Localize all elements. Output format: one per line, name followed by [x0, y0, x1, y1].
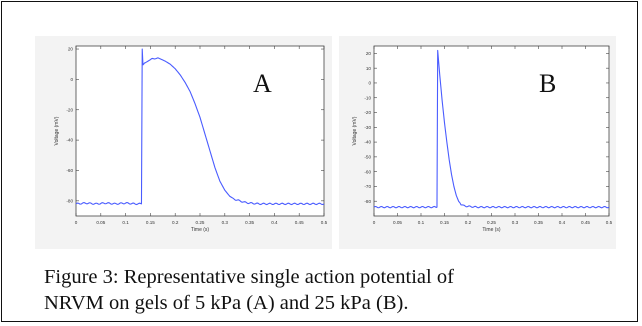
- x-tick-label: 0.15: [440, 220, 449, 225]
- x-tick-label: 0.25: [196, 220, 205, 225]
- x-tick-label: 0.05: [96, 220, 105, 225]
- x-tick-label: 0.45: [295, 220, 304, 225]
- y-tick-label: -20: [364, 110, 371, 115]
- caption-line-2: NRVM on gels of 5 kPa (A) and 25 kPa (B)…: [44, 292, 409, 314]
- x-tick-label: 0.3: [512, 220, 519, 225]
- x-tick-label: 0.15: [146, 220, 155, 225]
- y-tick-label: -50: [364, 154, 371, 159]
- y-tick-label: 0: [70, 77, 73, 82]
- y-tick-label: -20: [66, 107, 73, 112]
- y-tick-label: 10: [366, 66, 372, 71]
- y-tick-label: 20: [68, 47, 74, 52]
- chart-a: 0 0.05 0.1 0.15 0.2 0.25 0.3 0.35 0.4 0.45 0.5 -80 -…: [54, 45, 328, 233]
- panel-b: 0 0.05 0.1 0.15 0.2 0.25 0.3 0.35 0.4 0.45 0.5 -80 -…: [339, 36, 616, 249]
- x-tick-label: 0.5: [321, 220, 328, 225]
- x-tick-label: 0.1: [418, 220, 425, 225]
- x-tick-label: 0: [75, 220, 78, 225]
- y-axis-label: Voltage (mV): [54, 116, 60, 145]
- y-axis-label: Voltage (mV): [352, 116, 358, 145]
- x-tick-label: 0.3: [222, 220, 229, 225]
- x-tick-label: 0.1: [122, 220, 129, 225]
- voltage-trace: [373, 49, 610, 209]
- x-tick-label: 0: [373, 220, 376, 225]
- x-tick-label: 0.45: [581, 220, 590, 225]
- figure-frame: 0 0.05 0.1 0.15 0.2 0.25 0.3 0.35 0.4 0.45 0.5 -80 -…: [1, 1, 638, 322]
- x-tick-label: 0.4: [271, 220, 278, 225]
- plot-area: [373, 45, 610, 217]
- chart-b: 0 0.05 0.1 0.15 0.2 0.25 0.3 0.35 0.4 0.45 0.5 -80 -…: [352, 45, 613, 233]
- panel-letter: B: [539, 69, 556, 98]
- y-tick-label: -60: [364, 169, 371, 174]
- panel-letter: A: [253, 69, 272, 98]
- x-tick-label: 0.5: [606, 220, 613, 225]
- y-tick-label: -80: [364, 199, 371, 204]
- y-tick-label: -60: [66, 168, 73, 173]
- y-tick-label: 0: [368, 81, 371, 86]
- x-tick-label: 0.25: [487, 220, 496, 225]
- x-tick-label: 0.2: [172, 220, 179, 225]
- x-tick-label: 0.4: [559, 220, 566, 225]
- x-tick-label: 0.05: [393, 220, 402, 225]
- x-axis-label: Time (s): [191, 227, 209, 233]
- y-tick-label: -40: [364, 140, 371, 145]
- y-tick-label: -10: [364, 95, 371, 100]
- x-tick-label: 0.35: [534, 220, 543, 225]
- y-tick-label: -80: [66, 198, 73, 203]
- caption-line-1: Figure 3: Representative single action p…: [44, 266, 454, 288]
- x-tick-label: 0.35: [245, 220, 254, 225]
- x-tick-label: 0.2: [465, 220, 472, 225]
- panel-a: 0 0.05 0.1 0.15 0.2 0.25 0.3 0.35 0.4 0.45 0.5 -80 -…: [35, 36, 332, 249]
- figure-caption: Figure 3: Representative single action p…: [44, 264, 634, 316]
- plot-area: [75, 45, 325, 217]
- y-tick-label: -70: [364, 184, 371, 189]
- y-tick-label: -40: [66, 138, 73, 143]
- y-tick-label: -30: [364, 125, 371, 130]
- x-axis-label: Time (s): [482, 227, 500, 233]
- y-tick-label: 20: [366, 51, 372, 56]
- voltage-trace: [75, 48, 325, 206]
